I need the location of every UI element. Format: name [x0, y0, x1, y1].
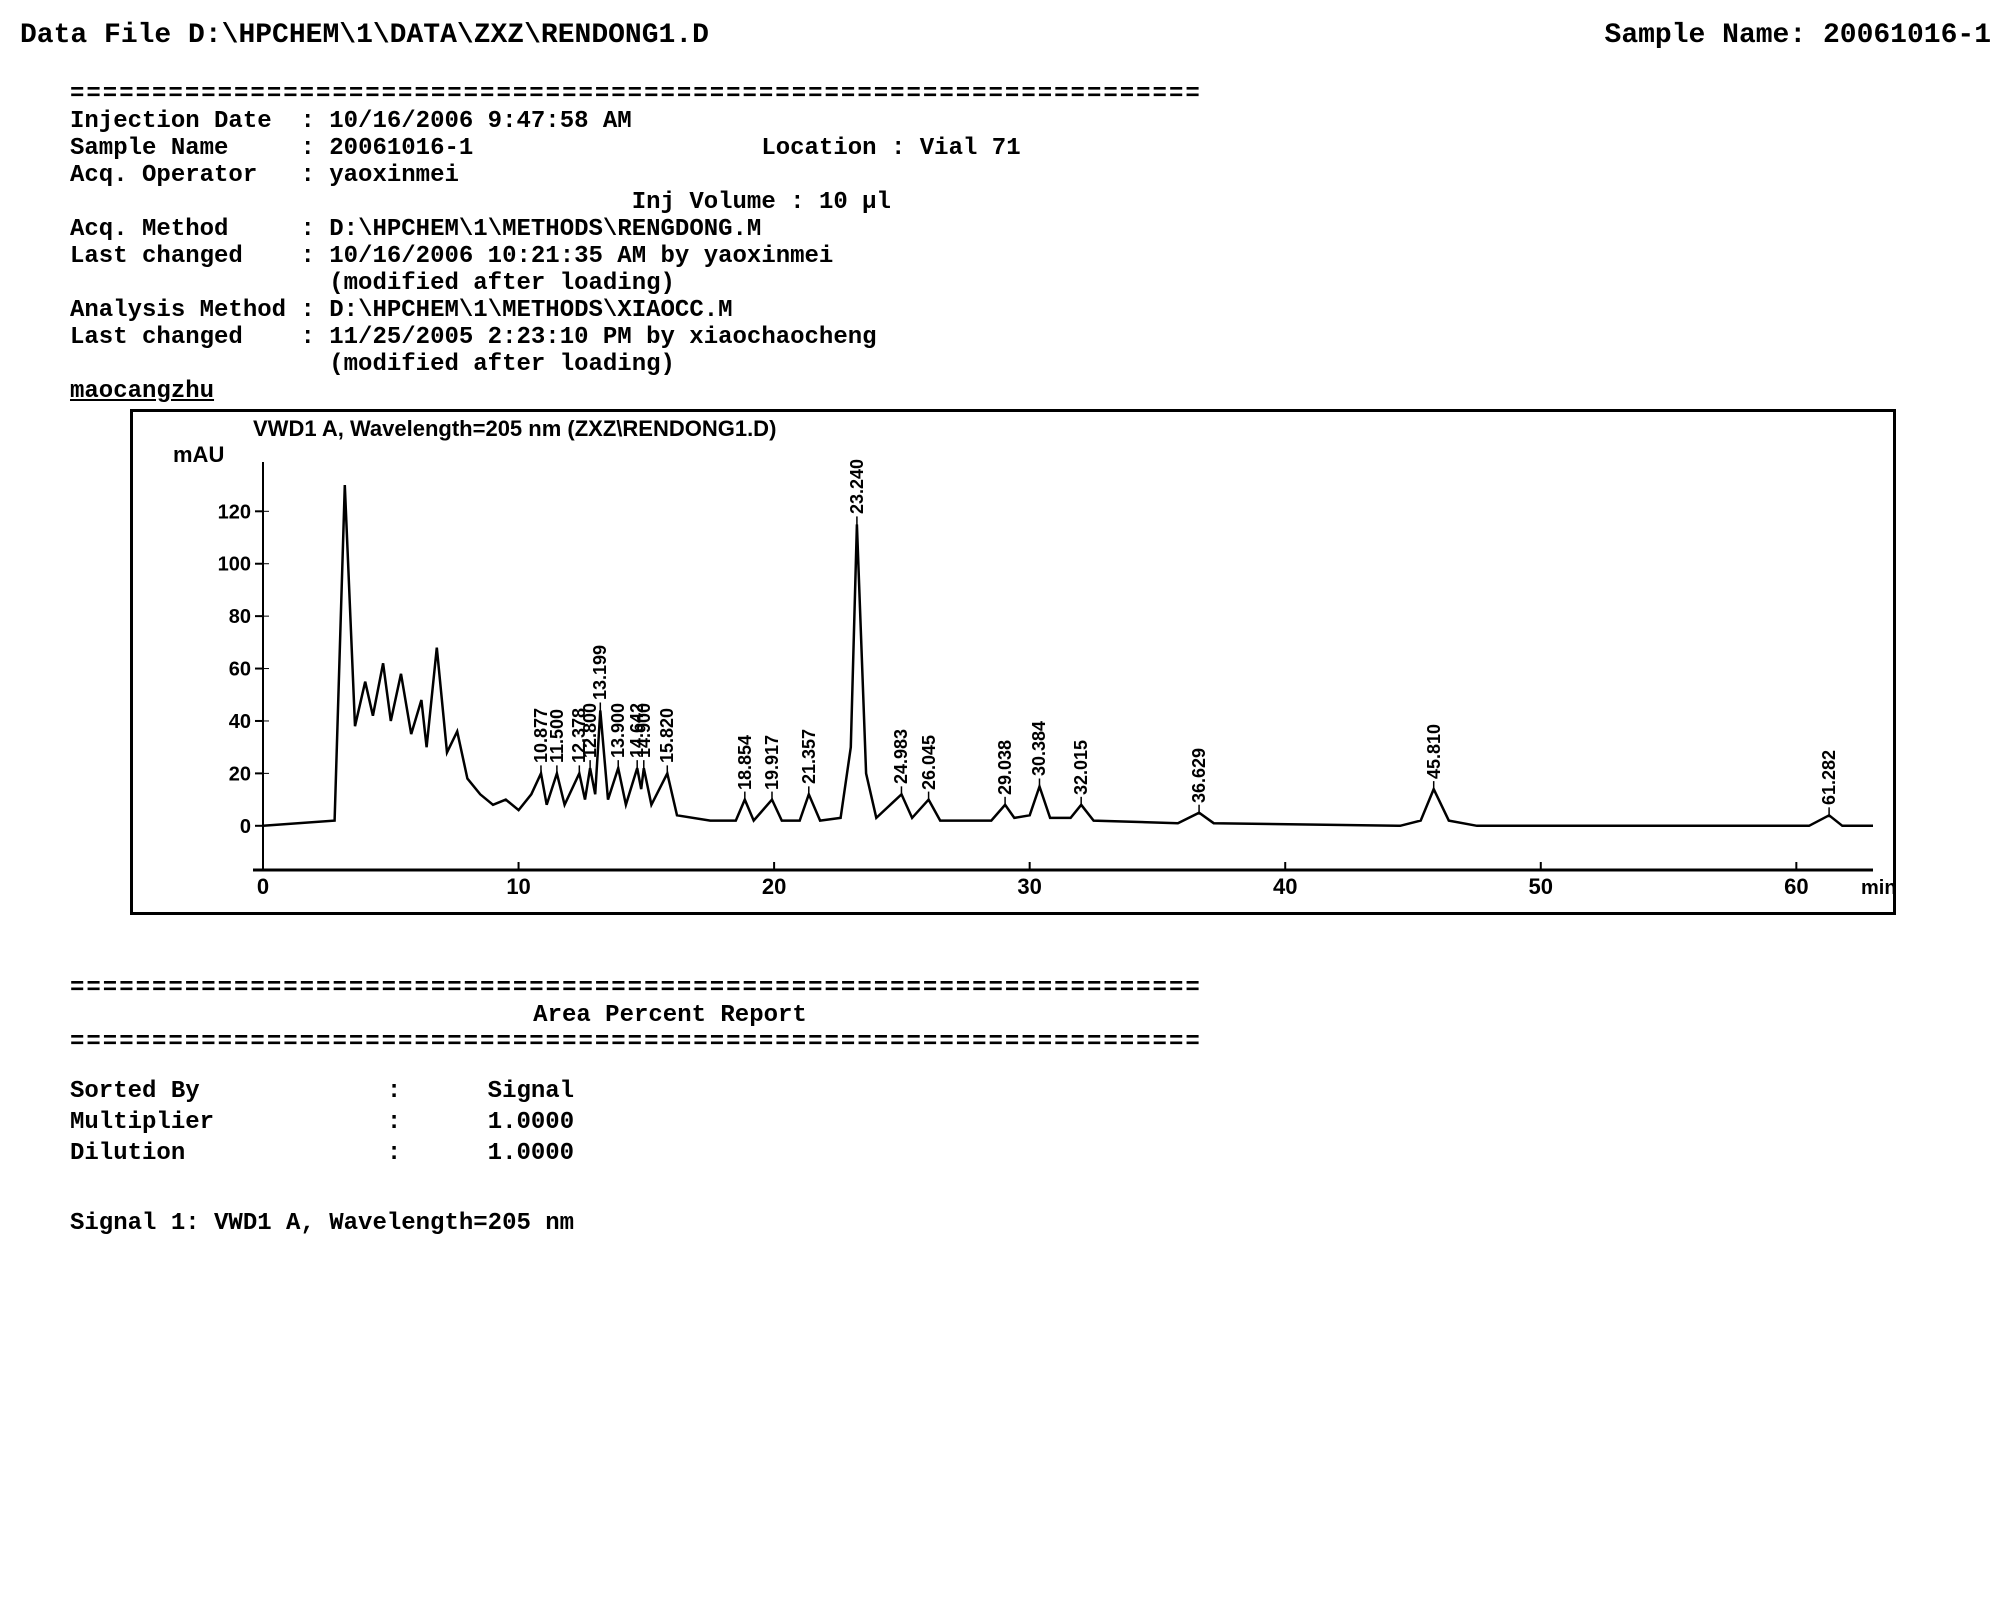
- peak-label: 19.917: [762, 710, 783, 790]
- dilution-row: Dilution : 1.0000: [70, 1138, 1920, 1169]
- sample-name-header: Sample Name: 20061016-1: [1605, 20, 1991, 51]
- peak-label: 45.810: [1424, 699, 1445, 779]
- svg-text:20: 20: [229, 763, 251, 785]
- divider-mid1: ========================================…: [70, 975, 1920, 1002]
- svg-text:120: 120: [218, 501, 251, 523]
- area-percent-title: Area Percent Report: [70, 1002, 1270, 1029]
- footer-tag: maocangzhu: [70, 378, 1920, 405]
- inj-volume-row: Inj Volume : 10 µl: [70, 189, 1920, 216]
- svg-text:20: 20: [762, 874, 786, 899]
- peak-label: 24.983: [891, 704, 912, 784]
- y-axis-label: mAU: [173, 442, 224, 468]
- svg-text:30: 30: [1017, 874, 1041, 899]
- chromatogram-svg: 0 20 40 60 80 100 120 0 10 20 30 40 50 60 min: [133, 412, 1893, 912]
- peak-label: 21.357: [799, 704, 820, 784]
- peak-label: 61.282: [1819, 725, 1840, 805]
- peak-label: 15.820: [657, 683, 678, 763]
- divider-top: ========================================…: [70, 81, 1920, 108]
- divider-mid2: ========================================…: [70, 1029, 1920, 1056]
- acq-method-row: Acq. Method : D:\HPCHEM\1\METHODS\RENGDO…: [70, 216, 1920, 243]
- svg-text:40: 40: [229, 711, 251, 733]
- svg-text:40: 40: [1273, 874, 1297, 899]
- peak-label: 18.854: [735, 710, 756, 790]
- modified-note-2: (modified after loading): [70, 351, 1920, 378]
- sorted-by-row: Sorted By : Signal: [70, 1076, 1920, 1107]
- svg-text:60: 60: [229, 659, 251, 681]
- last-changed-acq-row: Last changed : 10/16/2006 10:21:35 AM by…: [70, 243, 1920, 270]
- analysis-method-row: Analysis Method : D:\HPCHEM\1\METHODS\XI…: [70, 297, 1920, 324]
- peak-label: 23.240: [847, 434, 868, 514]
- data-file: Data File D:\HPCHEM\1\DATA\ZXZ\RENDONG1.…: [20, 20, 709, 51]
- chart-title: VWD1 A, Wavelength=205 nm (ZXZ\RENDONG1.…: [253, 416, 776, 442]
- peak-label: 11.500: [547, 683, 568, 763]
- svg-text:0: 0: [240, 816, 251, 838]
- chromatogram-chart: VWD1 A, Wavelength=205 nm (ZXZ\RENDONG1.…: [130, 409, 1896, 915]
- signal-line: Signal 1: VWD1 A, Wavelength=205 nm: [70, 1210, 1920, 1237]
- header-bar: Data File D:\HPCHEM\1\DATA\ZXZ\RENDONG1.…: [20, 20, 1991, 51]
- svg-text:50: 50: [1529, 874, 1553, 899]
- last-changed-anl-row: Last changed : 11/25/2005 2:23:10 PM by …: [70, 324, 1920, 351]
- injection-date-row: Injection Date : 10/16/2006 9:47:58 AM: [70, 108, 1920, 135]
- svg-text:100: 100: [218, 554, 251, 576]
- peak-label: 26.045: [919, 710, 940, 790]
- modified-note-1: (modified after loading): [70, 270, 1920, 297]
- svg-text:10: 10: [506, 874, 530, 899]
- acq-operator-row: Acq. Operator : yaoxinmei: [70, 162, 1920, 189]
- peak-label: 29.038: [995, 715, 1016, 795]
- peak-label: 14.900: [634, 678, 655, 758]
- peak-label: 32.015: [1071, 715, 1092, 795]
- svg-text:min: min: [1861, 877, 1893, 899]
- sample-name-row: Sample Name : 20061016-1 Location : Vial…: [70, 135, 1920, 162]
- svg-text:0: 0: [257, 874, 269, 899]
- peak-label: 30.384: [1029, 696, 1050, 776]
- peak-label: 36.629: [1189, 723, 1210, 803]
- svg-text:80: 80: [229, 606, 251, 628]
- svg-text:60: 60: [1784, 874, 1808, 899]
- multiplier-row: Multiplier : 1.0000: [70, 1107, 1920, 1138]
